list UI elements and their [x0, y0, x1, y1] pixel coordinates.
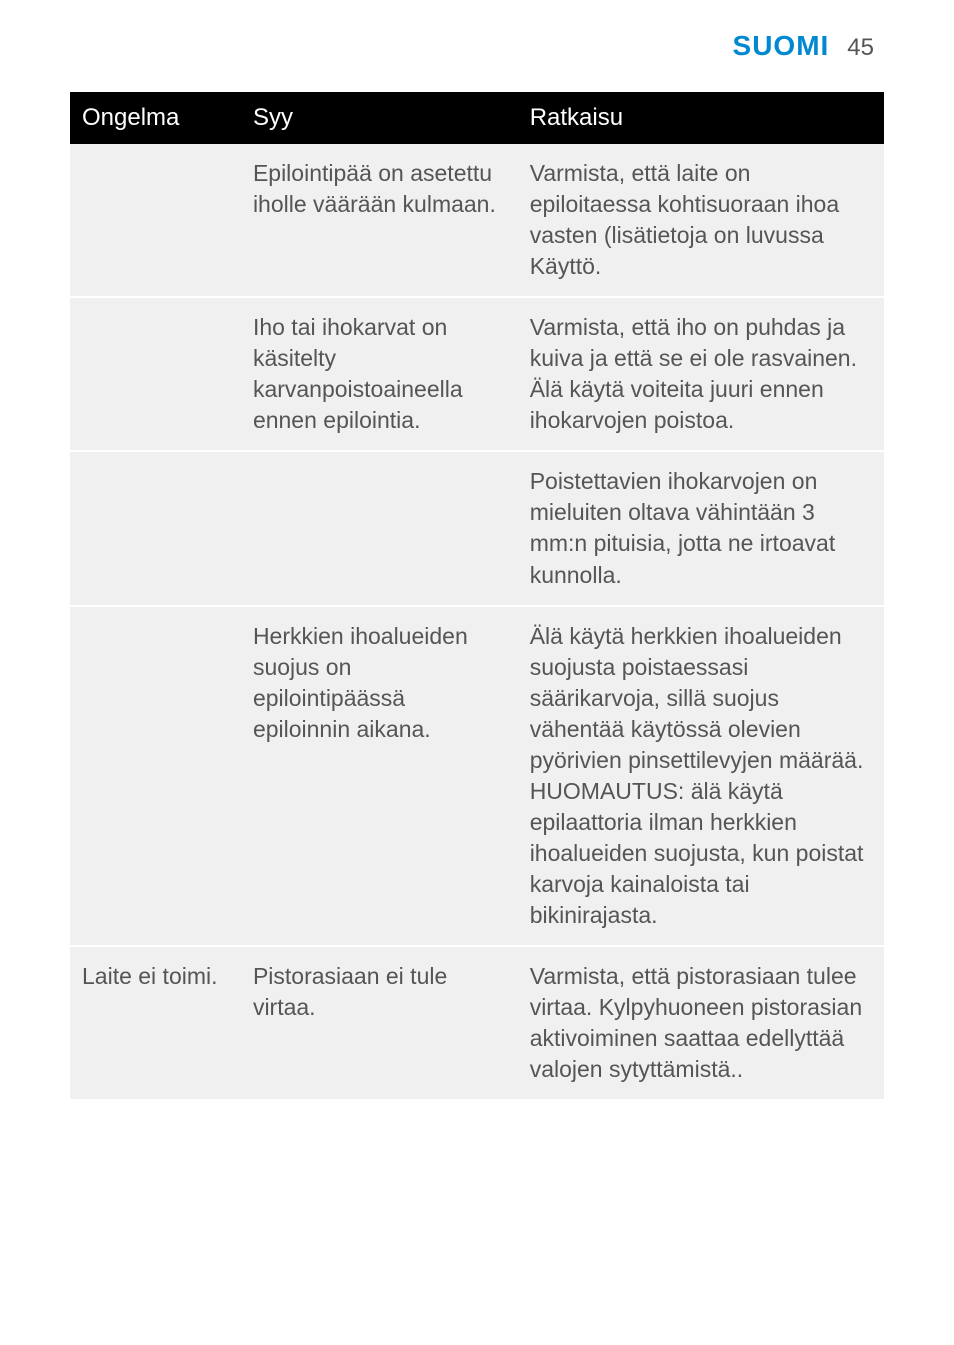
cell-solution: Varmista, että iho on puhdas ja kuiva ja… [518, 297, 884, 451]
section-title: SUOMI [733, 30, 830, 62]
cell-solution: Varmista, että pistorasiaan tulee virtaa… [518, 946, 884, 1100]
table-row: Laite ei toimi. Pistorasiaan ei tule vir… [70, 946, 884, 1100]
troubleshooting-table: Ongelma Syy Ratkaisu Epilointipää on ase… [70, 92, 884, 1101]
table-row: Epilointipää on asetettu iholle väärään … [70, 144, 884, 297]
page-number: 45 [847, 34, 874, 62]
table-row: Iho tai ihokarvat on käsitelty karvanpoi… [70, 297, 884, 451]
column-header-problem: Ongelma [70, 92, 241, 144]
column-header-solution: Ratkaisu [518, 92, 884, 144]
cell-cause: Iho tai ihokarvat on käsitelty karvanpoi… [241, 297, 518, 451]
column-header-cause: Syy [241, 92, 518, 144]
cell-solution: Älä käytä herkkien ihoalueiden suojusta … [518, 606, 884, 946]
cell-problem [70, 451, 241, 605]
cell-problem [70, 297, 241, 451]
cell-cause [241, 451, 518, 605]
table-row: Poistettavien ihokarvojen on mieluiten o… [70, 451, 884, 605]
table-header-row: Ongelma Syy Ratkaisu [70, 92, 884, 144]
cell-cause: Pistorasiaan ei tule virtaa. [241, 946, 518, 1100]
page-header: SUOMI 45 [70, 30, 884, 62]
cell-cause: Epilointipää on asetettu iholle väärään … [241, 144, 518, 297]
cell-cause: Herkkien ihoalueiden suojus on epilointi… [241, 606, 518, 946]
cell-problem [70, 144, 241, 297]
table-row: Herkkien ihoalueiden suojus on epilointi… [70, 606, 884, 946]
cell-problem: Laite ei toimi. [70, 946, 241, 1100]
cell-solution: Poistettavien ihokarvojen on mieluiten o… [518, 451, 884, 605]
cell-solution: Varmista, että laite on epiloitaessa koh… [518, 144, 884, 297]
cell-problem [70, 606, 241, 946]
